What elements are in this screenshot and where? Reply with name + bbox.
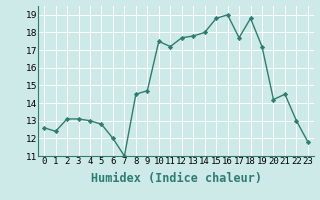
X-axis label: Humidex (Indice chaleur): Humidex (Indice chaleur)	[91, 172, 261, 185]
